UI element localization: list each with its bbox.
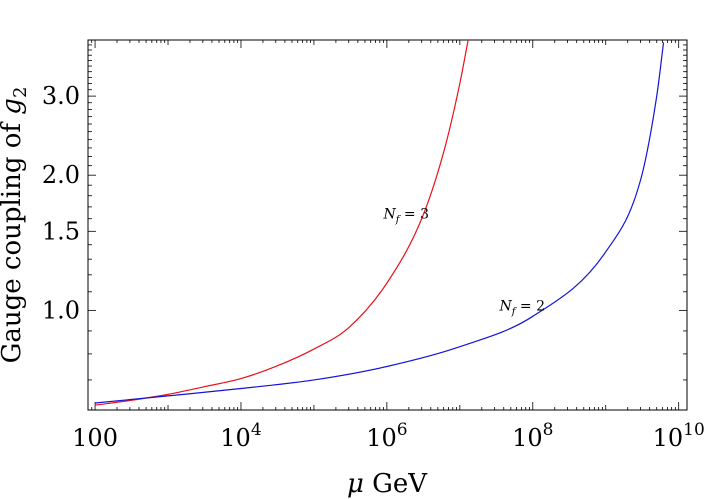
x-axis-title-group: μ GeV [347,469,428,499]
x-tick-label: 108 [512,420,553,452]
x-tick-label: 1010 [653,420,705,452]
series-line-nf2 [95,42,665,404]
x-tick-label: 104 [220,420,261,452]
series-annotations: Nf = 3 Nf = 2 [383,207,545,318]
series-line-nf3 [94,39,469,406]
y-tick-label: 1.0 [42,296,80,324]
series-lines [94,39,665,406]
y-tick-label: 2.0 [42,161,80,189]
y-tick-label: 1.5 [42,217,80,245]
series-annotation: Nf = 3 [383,207,430,226]
x-axis-title: μ GeV [347,469,428,499]
y-tick-label: 3.0 [42,82,80,110]
plot-frame [87,39,688,411]
y-tick-labels: 1.0 1.5 2.0 3.0 [42,82,80,324]
x-tick-label: 100 [72,424,118,452]
y-axis-title: Gauge coupling of g2 [0,87,31,364]
y-axis-title-group: Gauge coupling of g2 [0,87,31,364]
x-tick-label: 106 [366,420,407,452]
series-annotation: Nf = 2 [499,298,545,317]
axis-ticks [87,39,687,411]
x-tick-labels: 100 104 106 108 1010 [72,420,705,452]
